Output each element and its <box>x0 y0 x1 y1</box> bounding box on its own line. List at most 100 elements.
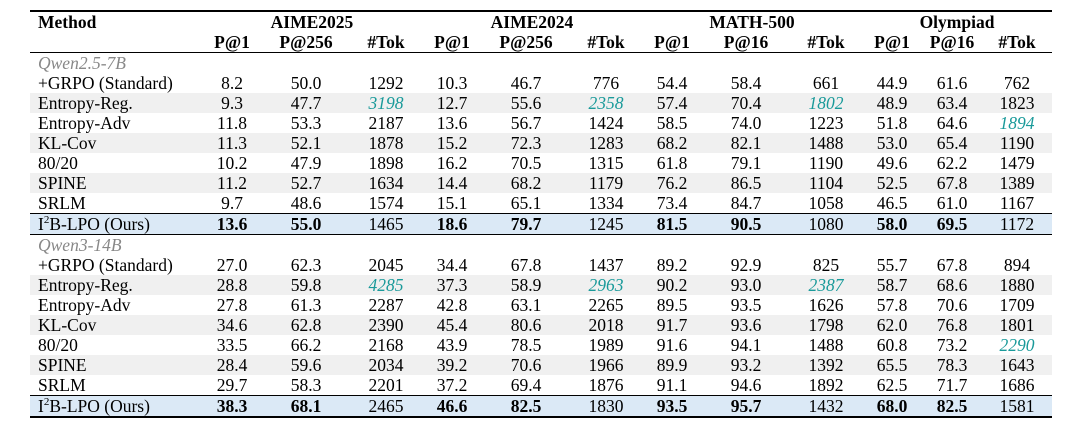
value-cell: 91.6 <box>656 335 688 355</box>
method-cell: Entropy-Adv <box>38 295 131 315</box>
value-cell: 78.3 <box>922 355 982 375</box>
value-cell: 82.5 <box>922 395 982 417</box>
table-row: 80/20 33.5 66.2 2168 43.9 78.5 1989 91.6 94.1 148… <box>30 335 1052 355</box>
value-cell: 62.3 <box>290 255 322 275</box>
value-cell: 1334 <box>588 193 624 213</box>
value-cell: 4285 <box>350 275 422 295</box>
value-cell: 68.6 <box>922 275 982 295</box>
value-cell: 18.6 <box>422 213 482 235</box>
value-cell: 45.4 <box>422 315 482 335</box>
value-cell: 86.5 <box>702 173 790 193</box>
value-cell: 1798 <box>790 315 862 335</box>
value-cell: 39.2 <box>422 355 482 375</box>
value-cell: 52.7 <box>262 173 350 193</box>
value-cell: 1392 <box>790 355 862 375</box>
value-cell: 64.6 <box>936 113 968 133</box>
value-cell: 70.5 <box>510 153 542 173</box>
value-cell: 82.1 <box>702 133 790 153</box>
value-cell: 661 <box>812 73 840 93</box>
value-cell: 1245 <box>570 213 642 235</box>
value-cell: 48.6 <box>290 193 322 213</box>
value-cell: 1190 <box>808 153 844 173</box>
value-cell: 55.6 <box>482 93 570 113</box>
value-cell: 91.1 <box>656 375 688 395</box>
value-cell: 62.5 <box>876 375 908 395</box>
method-cell: +GRPO (Standard) <box>38 255 173 275</box>
value-cell: 46.5 <box>876 193 908 213</box>
value-cell: 53.3 <box>290 113 322 133</box>
value-cell: 8.2 <box>221 73 243 93</box>
value-cell: 1104 <box>790 173 862 193</box>
method-name-superscript: 2 <box>43 214 50 227</box>
metric-header: #Tok <box>587 32 625 52</box>
value-cell: 58.7 <box>862 275 922 295</box>
metric-header: P@1 <box>874 32 910 52</box>
method-cell: KL-Cov <box>30 315 202 335</box>
method-cell: Entropy-Adv <box>38 113 131 133</box>
value-cell: 1581 <box>982 395 1053 417</box>
value-cell: 776 <box>592 73 620 93</box>
value-cell: 54.4 <box>656 73 688 93</box>
value-cell: 70.6 <box>936 295 968 315</box>
value-cell: 15.1 <box>436 193 468 213</box>
value-cell: 1801 <box>982 315 1053 335</box>
value-cell: 2358 <box>570 93 642 113</box>
value-cell: 1432 <box>790 395 862 417</box>
value-cell: 70.6 <box>482 355 570 375</box>
value-cell: 2187 <box>368 113 404 133</box>
value-cell: 2018 <box>570 315 642 335</box>
value-cell: 1283 <box>570 133 642 153</box>
value-cell: 79.7 <box>482 213 570 235</box>
method-cell: SPINE <box>30 173 202 193</box>
metric-header: P@16 <box>929 32 975 52</box>
group-header-aime2024: AIME2024 <box>422 10 642 32</box>
table-row: Entropy-Reg. 9.3 47.7 3198 12.7 55.6 2358 57.4 7… <box>30 93 1053 113</box>
value-cell: 1080 <box>790 213 862 235</box>
value-cell: 57.8 <box>876 295 908 315</box>
value-cell: 27.8 <box>216 295 248 315</box>
value-cell: 61.3 <box>290 295 322 315</box>
value-cell: 70.4 <box>702 93 790 113</box>
value-cell: 89.5 <box>656 295 688 315</box>
value-cell: 34.4 <box>436 255 468 275</box>
method-cell: 80/20 <box>38 153 78 173</box>
value-cell: 67.8 <box>510 255 542 275</box>
value-cell: 11.2 <box>202 173 262 193</box>
metric-header: P@256 <box>499 32 553 52</box>
table-row: 80/20 10.2 47.9 1898 16.2 70.5 1315 61.8 79.1 119… <box>30 153 1052 173</box>
results-table: Method AIME2025 AIME2024 MATH-500 Olympi… <box>30 10 1053 418</box>
value-cell: 825 <box>812 255 840 275</box>
header-row-groups: Method AIME2025 AIME2024 MATH-500 Olympi… <box>30 10 1053 53</box>
value-cell: 78.5 <box>510 335 542 355</box>
group-header-olympiad: Olympiad <box>862 10 1053 32</box>
value-cell: 90.5 <box>702 213 790 235</box>
value-cell: 68.2 <box>482 173 570 193</box>
value-cell: 53.0 <box>862 133 922 153</box>
value-cell: 62.0 <box>862 315 922 335</box>
method-name-prefix: I <box>38 214 44 234</box>
value-cell: 1315 <box>588 153 624 173</box>
value-cell: 90.2 <box>642 275 702 295</box>
value-cell: 52.1 <box>262 133 350 153</box>
value-cell: 1880 <box>982 275 1053 295</box>
metric-header: #Tok <box>367 32 405 52</box>
value-cell: 89.9 <box>642 355 702 375</box>
value-cell: 89.2 <box>656 255 688 275</box>
value-cell: 1465 <box>350 213 422 235</box>
value-cell: 2287 <box>368 295 404 315</box>
value-cell: 67.8 <box>936 255 968 275</box>
value-cell: 1709 <box>999 295 1035 315</box>
value-cell: 1876 <box>588 375 624 395</box>
value-cell: 29.7 <box>216 375 248 395</box>
value-cell: 55.0 <box>262 213 350 235</box>
value-cell: 67.8 <box>922 173 982 193</box>
method-cell-ours: I2B-LPO (Ours) <box>30 213 202 235</box>
value-cell: 93.6 <box>702 315 790 335</box>
value-cell: 71.7 <box>936 375 968 395</box>
ours-row: I2B-LPO (Ours) 13.6 55.0 1465 18.6 79.7 1245 81… <box>30 213 1053 235</box>
value-cell: 93.0 <box>702 275 790 295</box>
value-cell: 84.7 <box>730 193 762 213</box>
method-name-suffix: B-LPO (Ours) <box>49 214 150 234</box>
group-header-aime2025: AIME2025 <box>202 10 422 32</box>
value-cell: 1223 <box>808 113 844 133</box>
